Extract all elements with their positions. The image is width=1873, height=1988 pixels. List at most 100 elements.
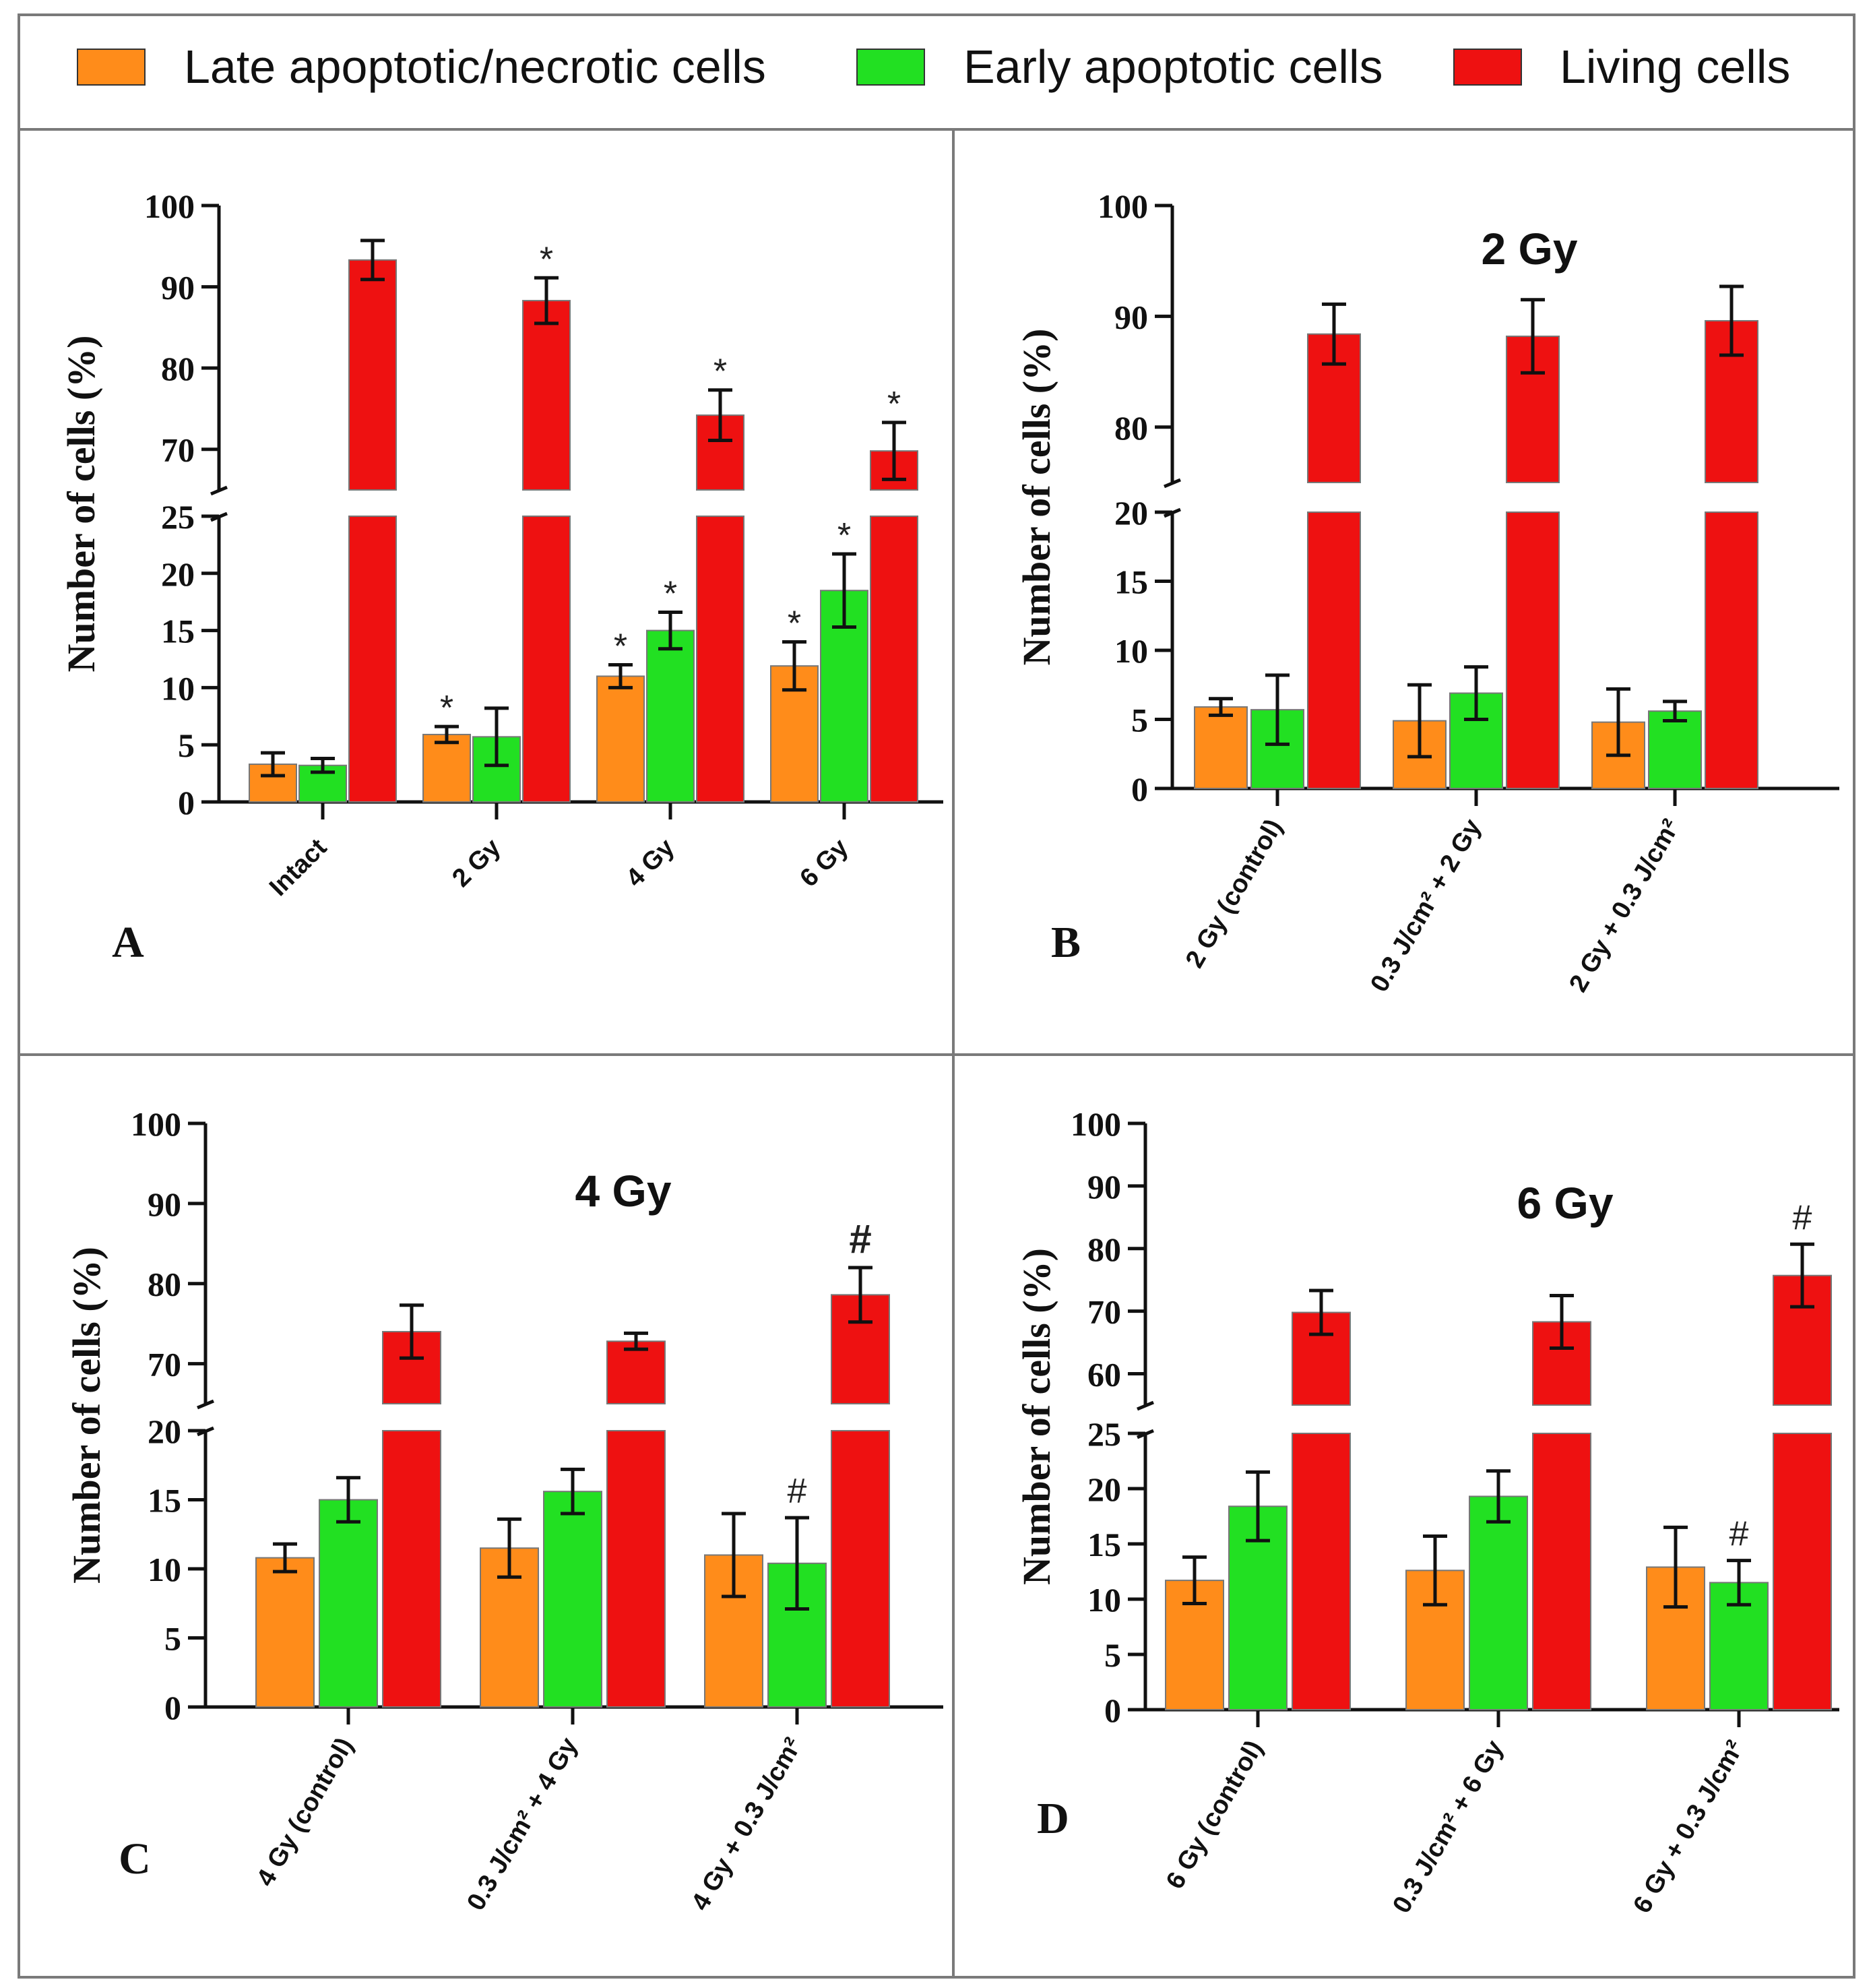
y-tick-label-100: 100: [1098, 187, 1148, 225]
significance-mark-early-6-gy-0-3-j-cm: #: [1729, 1515, 1749, 1554]
bar-living-6-gy-0-3-j-cm-lower: [1773, 1433, 1832, 1710]
y-tick-label-10: 10: [1087, 1581, 1121, 1619]
y-tick-label-0: 0: [1104, 1691, 1121, 1729]
y-tick-label-25: 25: [1087, 1415, 1121, 1453]
significance-mark-living-4-gy: *: [713, 352, 727, 392]
axis-break-mark-upper: [210, 485, 228, 496]
y-tick-label-20: 20: [148, 1412, 181, 1450]
y-tick-label-0: 0: [164, 1689, 181, 1727]
y-tick-label-100: 100: [144, 187, 195, 225]
y-tick-label-10: 10: [161, 669, 195, 707]
bar-living-6-gy-lower: [870, 516, 918, 803]
y-tick-label-15: 15: [148, 1482, 181, 1520]
y-tick-label-15: 15: [161, 613, 195, 650]
bar-living-6-gy-control-lower: [1292, 1433, 1351, 1710]
y-axis-label: Number of cells (%): [59, 336, 103, 673]
bar-living-0-3-j-cm-4-gy-lower: [606, 1430, 666, 1708]
y-tick-label-70: 70: [161, 431, 195, 469]
significance-mark-living-6-gy-0-3-j-cm: #: [1793, 1198, 1812, 1237]
chart-title: 4 Gy: [575, 1166, 671, 1216]
significance-mark-living-6-gy: *: [887, 385, 901, 424]
legend-item-late: Late apoptotic/necrotic cells: [77, 40, 766, 93]
legend-swatch-early: [856, 49, 925, 86]
legend-swatch-late: [77, 49, 146, 86]
y-tick-label-70: 70: [148, 1346, 181, 1384]
y-axis-label: Number of cells (%): [1015, 329, 1058, 666]
y-tick-label-5: 5: [1104, 1636, 1121, 1674]
significance-mark-late-6-gy: *: [788, 604, 801, 644]
bar-living-0-3-j-cm-6-gy-lower: [1532, 1433, 1591, 1710]
legend-label-late: Late apoptotic/necrotic cells: [184, 40, 766, 93]
bar-early-0-3-j-cm-6-gy: [1469, 1495, 1528, 1710]
bar-living-intact-upper: [348, 259, 397, 491]
bar-early-2-gy-0-3-j-cm: [1648, 710, 1702, 789]
significance-mark-living-4-gy-0-3-j-cm: #: [849, 1216, 871, 1262]
bar-late-2-gy: [422, 733, 471, 803]
axis-break-mark-upper: [197, 1399, 214, 1410]
significance-mark-late-2-gy: *: [440, 689, 453, 728]
bar-early-4-gy-control: [319, 1499, 378, 1708]
y-tick-label-5: 5: [1131, 702, 1148, 739]
axis-break-mark-upper: [1137, 1400, 1154, 1411]
y-tick-label-15: 15: [1114, 563, 1148, 601]
bar-living-4-gy-0-3-j-cm-lower: [831, 1430, 890, 1708]
y-tick-label-20: 20: [1114, 494, 1148, 532]
bar-living-2-gy-control-lower: [1307, 511, 1361, 789]
y-tick-label-15: 15: [1087, 1526, 1121, 1563]
y-tick-label-80: 80: [148, 1266, 181, 1303]
y-tick-label-60: 60: [1087, 1356, 1121, 1394]
y-tick-label-10: 10: [1114, 632, 1148, 670]
bar-living-2-gy-lower: [522, 516, 571, 803]
y-tick-label-5: 5: [164, 1620, 181, 1658]
y-tick-label-20: 20: [1087, 1470, 1121, 1508]
y-tick-label-5: 5: [178, 726, 195, 764]
bar-living-2-gy-0-3-j-cm-lower: [1705, 511, 1758, 789]
outer-frame: [18, 13, 1855, 1979]
axis-break-mark-upper: [1164, 478, 1181, 489]
y-tick-label-90: 90: [1087, 1168, 1121, 1206]
bar-early-0-3-j-cm-4-gy: [543, 1491, 602, 1708]
y-tick-label-25: 25: [161, 498, 195, 536]
bar-living-2-gy-upper: [522, 300, 571, 491]
legend-label-living: Living cells: [1560, 40, 1790, 93]
bar-early-4-gy: [646, 629, 695, 803]
y-tick-label-80: 80: [1087, 1231, 1121, 1268]
chart-title: 2 Gy: [1481, 224, 1577, 274]
bar-living-4-gy-upper: [696, 414, 744, 491]
y-tick-label-80: 80: [161, 350, 195, 387]
legend-label-early: Early apoptotic cells: [963, 40, 1383, 93]
panel-label: D: [1037, 1794, 1069, 1843]
significance-mark-early-6-gy: *: [837, 516, 851, 555]
y-tick-label-100: 100: [131, 1105, 181, 1143]
legend-item-living: Living cells: [1453, 40, 1790, 93]
y-axis-label: Number of cells (%): [1015, 1248, 1058, 1585]
y-tick-label-0: 0: [178, 784, 195, 821]
y-tick-label-10: 10: [148, 1551, 181, 1588]
bar-late-intact: [249, 764, 297, 803]
bar-living-4-gy-lower: [696, 516, 744, 803]
panel-label: A: [112, 918, 144, 967]
panel-label: C: [119, 1834, 151, 1884]
significance-mark-late-4-gy: *: [614, 627, 627, 666]
y-tick-label-20: 20: [161, 555, 195, 593]
legend-item-early: Early apoptotic cells: [856, 40, 1383, 93]
bar-living-0-3-j-cm-4-gy-upper: [606, 1340, 666, 1404]
significance-mark-living-2-gy: *: [540, 240, 553, 279]
bar-late-4-gy: [596, 675, 645, 803]
bar-living-intact-lower: [348, 516, 397, 803]
bar-living-0-3-j-cm-2-gy-lower: [1506, 511, 1560, 789]
chart-title: 6 Gy: [1517, 1178, 1613, 1228]
y-tick-label-90: 90: [161, 269, 195, 307]
bar-late-4-gy-control: [255, 1557, 315, 1708]
legend-swatch-living: [1453, 49, 1522, 86]
y-tick-label-70: 70: [1087, 1293, 1121, 1331]
y-axis-label: Number of cells (%): [65, 1247, 108, 1584]
y-tick-label-0: 0: [1131, 770, 1148, 808]
bar-late-2-gy-control: [1194, 706, 1248, 790]
y-tick-label-90: 90: [148, 1185, 181, 1223]
y-tick-label-80: 80: [1114, 409, 1148, 447]
bar-living-4-gy-control-lower: [382, 1430, 441, 1708]
